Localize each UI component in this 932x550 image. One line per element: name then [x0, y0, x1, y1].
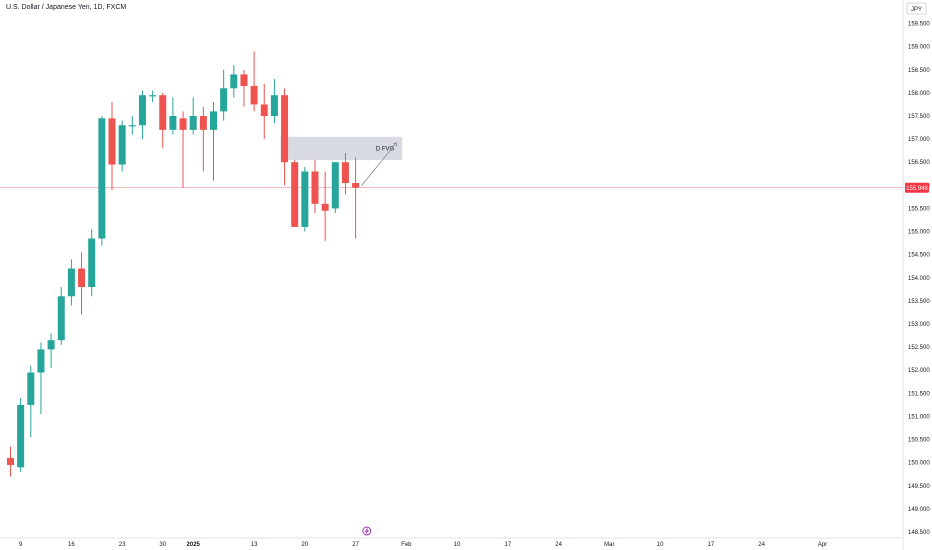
date-tick-label: Mar — [604, 542, 614, 548]
candle-body[interactable] — [189, 116, 197, 130]
price-tick-label: 153.500 — [908, 299, 930, 305]
date-tick-label: 10 — [657, 542, 664, 548]
candle-body[interactable] — [199, 116, 207, 130]
date-tick-label: 17 — [505, 542, 512, 548]
price-tick-label: 156.500 — [908, 160, 930, 166]
price-tick-label: 159.500 — [908, 22, 930, 28]
date-tick-label: 16 — [68, 542, 75, 548]
price-tick-label: 151.500 — [908, 391, 930, 397]
price-tick-label: 155.000 — [908, 230, 930, 236]
fvg-zone-label: D FVG — [376, 146, 395, 152]
candle-body[interactable] — [118, 125, 126, 165]
candle-body[interactable] — [291, 162, 299, 227]
candle-body[interactable] — [250, 85, 258, 105]
price-tick-label: 149.000 — [908, 507, 930, 513]
date-tick-label: 20 — [302, 542, 309, 548]
price-tick-label: 158.000 — [908, 91, 930, 97]
candle-body[interactable] — [311, 171, 319, 204]
price-tick-label: 157.000 — [908, 137, 930, 143]
candle-body[interactable] — [179, 118, 187, 130]
price-tick-label: 154.500 — [908, 253, 930, 259]
candle-body[interactable] — [341, 162, 349, 184]
candle-body[interactable] — [281, 95, 289, 163]
chart-title: U.S. Dollar / Japanese Yen, 1D, FXCM — [6, 4, 127, 11]
date-tick-label: 17 — [708, 542, 715, 548]
candle-body[interactable] — [67, 268, 75, 297]
price-tick-label: 149.500 — [908, 484, 930, 490]
date-tick-label: 23 — [119, 542, 126, 548]
candle-body[interactable] — [220, 88, 228, 112]
candle-body[interactable] — [352, 183, 360, 188]
date-tick-label: 9 — [19, 542, 23, 548]
candle-body[interactable] — [78, 268, 86, 288]
fvg-zone[interactable] — [280, 136, 403, 160]
candle-body[interactable] — [260, 104, 268, 116]
date-tick-label: Apr — [818, 542, 827, 548]
candle-body[interactable] — [301, 171, 309, 227]
price-tick-label: 152.000 — [908, 368, 930, 374]
candle-body[interactable] — [149, 95, 157, 97]
date-tick-label: 24 — [758, 542, 765, 548]
candle-body[interactable] — [169, 116, 177, 130]
date-tick-label: 10 — [454, 542, 461, 548]
date-tick-label-year: 2025 — [187, 542, 201, 548]
price-tick-label: 152.500 — [908, 345, 930, 351]
candle-body[interactable] — [321, 203, 329, 211]
candle-body[interactable] — [108, 118, 116, 165]
date-tick-label: 27 — [352, 542, 359, 548]
date-tick-label: Feb — [401, 542, 412, 548]
currency-label[interactable]: JPY — [911, 7, 922, 13]
candle-body[interactable] — [27, 372, 35, 405]
date-tick-label: 24 — [555, 542, 562, 548]
current-price-tag — [905, 182, 929, 193]
candle-body[interactable] — [159, 95, 167, 130]
price-tick-label: 150.500 — [908, 438, 930, 444]
price-tick-label: 151.000 — [908, 414, 930, 420]
date-tick-label: 13 — [251, 542, 258, 548]
date-tick-label: 30 — [159, 542, 166, 548]
candle-body[interactable] — [17, 404, 25, 468]
candle-body[interactable] — [240, 74, 248, 86]
price-tick-label: 153.000 — [908, 322, 930, 328]
candle-body[interactable] — [331, 162, 339, 209]
price-tick-label: 150.000 — [908, 461, 930, 467]
candle-body[interactable] — [7, 458, 14, 465]
price-tick-label: 148.500 — [908, 530, 930, 536]
candle-body[interactable] — [37, 349, 45, 373]
candle-body[interactable] — [57, 296, 65, 341]
price-tick-label: 154.000 — [908, 276, 930, 282]
projection-arrow[interactable] — [361, 142, 397, 186]
lightning-icon-glyph — [364, 528, 369, 534]
current-price-label: 155.948 — [906, 186, 928, 192]
price-tick-label: 158.500 — [908, 68, 930, 74]
currency-label-box[interactable] — [906, 2, 927, 15]
candle-body[interactable] — [210, 111, 217, 130]
candle-body[interactable] — [47, 340, 55, 350]
candle-body[interactable] — [138, 95, 146, 126]
candle-body[interactable] — [230, 74, 238, 89]
price-tick-label: 159.000 — [908, 45, 930, 51]
projection-arrow-head — [393, 142, 398, 147]
candle-body[interactable] — [98, 118, 106, 239]
candle-body[interactable] — [128, 125, 136, 127]
price-tick-label: 157.500 — [908, 114, 930, 120]
price-tick-label: 155.500 — [908, 206, 930, 212]
candle-body[interactable] — [270, 95, 278, 116]
candle-body[interactable] — [88, 238, 96, 288]
